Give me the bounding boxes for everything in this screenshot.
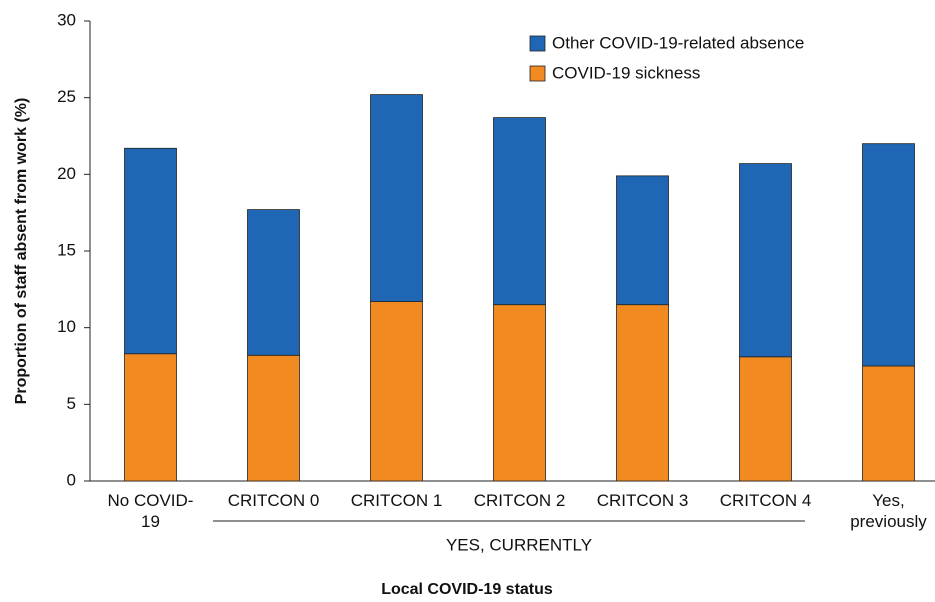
group-label: YES, CURRENTLY bbox=[446, 535, 592, 554]
legend-label: Other COVID-19-related absence bbox=[552, 33, 804, 52]
x-tick-label: CRITCON 4 bbox=[719, 491, 812, 510]
y-tick-label: 5 bbox=[67, 394, 76, 413]
bar-segment bbox=[616, 304, 669, 482]
x-axis-title: Local COVID-19 status bbox=[381, 581, 553, 598]
bar-segment bbox=[247, 354, 300, 482]
legend-swatch bbox=[529, 35, 546, 52]
bar-segment bbox=[862, 143, 915, 367]
bar-segment bbox=[493, 117, 546, 306]
legend-label: COVID-19 sickness bbox=[552, 63, 700, 82]
x-tick-label: Yes, previously bbox=[850, 491, 927, 531]
x-tick-label: No COVID-19 bbox=[107, 491, 194, 531]
bar-segment bbox=[862, 365, 915, 482]
bar-segment bbox=[739, 163, 792, 358]
x-tick-label: CRITCON 1 bbox=[350, 491, 443, 510]
y-tick-label: 25 bbox=[57, 87, 76, 106]
bar-segment bbox=[370, 94, 423, 302]
bar-segment bbox=[739, 356, 792, 482]
y-axis-title: Proportion of staff absent from work (%) bbox=[13, 98, 30, 405]
y-tick-label: 15 bbox=[57, 240, 76, 259]
bar-segment bbox=[124, 353, 177, 482]
y-tick-label: 30 bbox=[57, 10, 76, 29]
y-tick-label: 20 bbox=[57, 164, 76, 183]
y-tick-label: 0 bbox=[67, 470, 76, 489]
x-tick-label: CRITCON 0 bbox=[227, 491, 320, 510]
bar-segment bbox=[247, 209, 300, 356]
bar-segment bbox=[493, 304, 546, 482]
x-tick-label: CRITCON 2 bbox=[473, 491, 566, 510]
legend-swatch bbox=[529, 65, 546, 82]
y-tick-label: 10 bbox=[57, 317, 76, 336]
bar-segment bbox=[370, 301, 423, 482]
x-tick-label: CRITCON 3 bbox=[596, 491, 689, 510]
bar-segment bbox=[124, 147, 177, 355]
bar-segment bbox=[616, 175, 669, 306]
